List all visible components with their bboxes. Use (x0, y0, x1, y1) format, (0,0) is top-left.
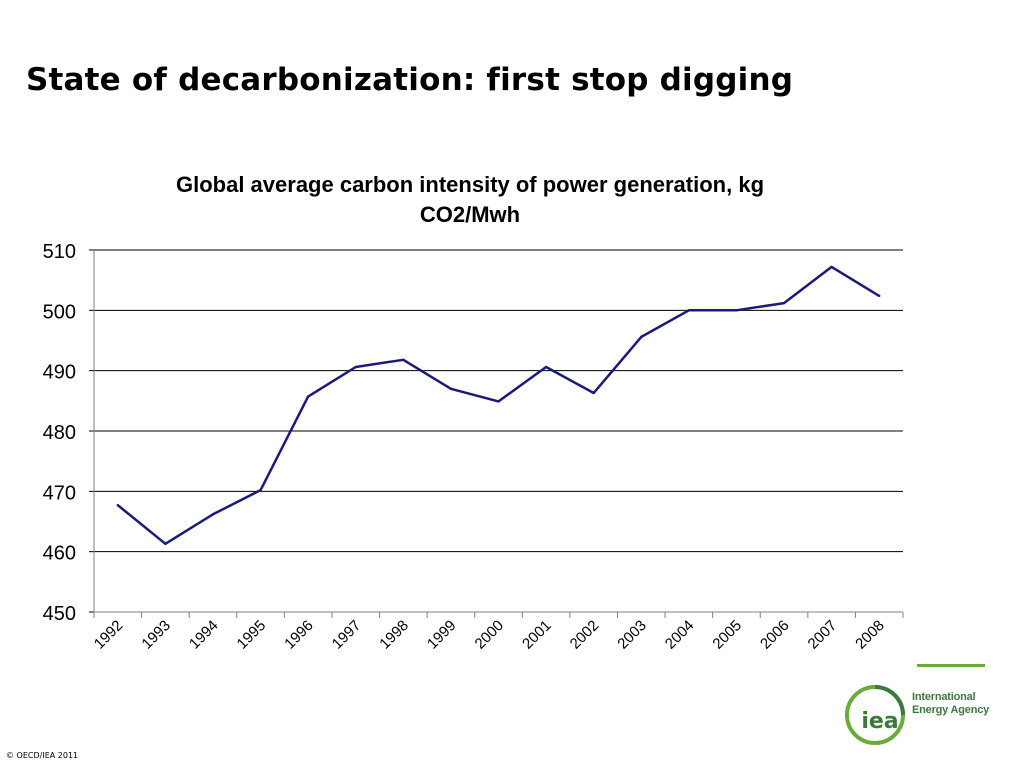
logo-line-2: Energy Agency (912, 704, 990, 716)
y-tick-label: 480 (43, 422, 76, 444)
chart-plot: 450 460 470 480 490 500 510 1992 1993 1994 1995 199… (43, 241, 904, 653)
chart-title-line-2: CO2/Mwh (419, 202, 521, 227)
x-tick-label: 2006 (757, 617, 793, 653)
iea-logo-icon: iea (845, 685, 905, 745)
y-tick-label: 470 (43, 482, 76, 504)
data-point (306, 395, 310, 398)
x-tick-label: 1993 (138, 617, 174, 653)
logo-divider (917, 664, 985, 667)
x-tick-label: 1995 (234, 617, 270, 653)
logo-wordmark: International Energy Agency (912, 691, 989, 717)
series-line (117, 265, 880, 546)
x-tick-label: 2008 (852, 617, 888, 653)
x-tick-label: 1998 (376, 617, 412, 653)
y-tick-label: 510 (43, 241, 76, 263)
x-tick-label: 2007 (805, 617, 841, 653)
data-point (687, 309, 691, 312)
x-tick-label: 2001 (519, 617, 555, 653)
data-point (830, 265, 833, 269)
data-point (640, 335, 643, 339)
x-tick-label: 1994 (186, 617, 222, 653)
chart-title-line-1: Global average carbon intensity of power… (175, 172, 765, 197)
x-tick-label: 2004 (662, 617, 698, 653)
data-point (735, 309, 738, 312)
slide-title: State of decarbonization: first stop dig… (26, 62, 794, 98)
data-point (259, 488, 262, 492)
x-tick-label: 1992 (91, 617, 127, 653)
logo-line-1: International (912, 691, 976, 703)
data-point (878, 294, 881, 298)
data-point (402, 358, 405, 362)
chart-title: Global average carbon intensity of power… (70, 170, 870, 230)
data-point (211, 513, 215, 516)
x-tick-label: 2002 (567, 617, 603, 653)
logo-mark: iea (861, 709, 898, 734)
data-point (544, 365, 548, 369)
x-tick-label: 1996 (281, 617, 317, 653)
data-point (592, 391, 595, 395)
data-point (782, 301, 786, 305)
x-tick-label: 1997 (329, 617, 365, 653)
data-point (116, 504, 119, 507)
x-tick-label: 2003 (614, 617, 650, 653)
data-point (354, 365, 357, 369)
x-tick-label: 2005 (709, 617, 745, 653)
y-tick-label: 490 (43, 362, 76, 384)
data-point (164, 542, 167, 546)
x-tick-label: 1999 (424, 617, 460, 653)
y-tick-label: 450 (43, 603, 76, 625)
y-tick-label: 460 (43, 543, 76, 565)
data-point (449, 387, 453, 390)
x-tick-label: 2000 (472, 617, 508, 653)
copyright-footer: © OECD/IEA 2011 (6, 751, 79, 760)
y-tick-label: 500 (43, 301, 76, 323)
data-point (497, 400, 500, 403)
